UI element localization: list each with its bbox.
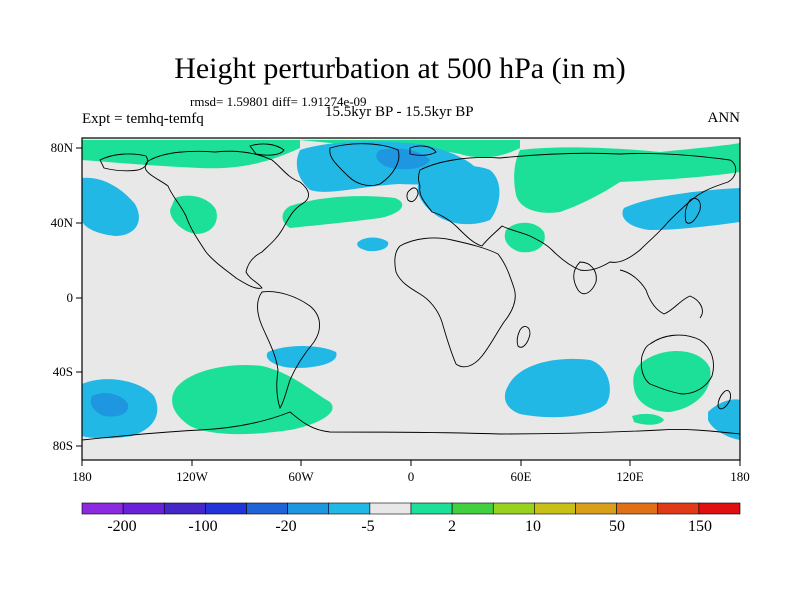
coast-british-isles bbox=[406, 187, 419, 203]
lat-tick-label: 40S bbox=[53, 364, 73, 379]
colorbar-swatch bbox=[575, 502, 617, 515]
colorbar-swatch bbox=[492, 502, 535, 515]
coast-india bbox=[573, 261, 597, 295]
colorbar-swatch bbox=[698, 502, 741, 515]
anomaly-green-west-north-america bbox=[170, 195, 217, 234]
colorbar-swatch bbox=[616, 502, 659, 515]
lat-tick-label: 80S bbox=[53, 438, 73, 453]
lon-tick-label: 120E bbox=[616, 469, 644, 484]
anomaly-blue-europe bbox=[417, 165, 500, 225]
coast-south-america bbox=[257, 291, 320, 410]
lat-tick-label: 0 bbox=[67, 290, 74, 305]
colorbar-swatch bbox=[410, 502, 453, 515]
colorbar-label: 10 bbox=[525, 518, 541, 535]
colorbar-swatch bbox=[369, 502, 412, 515]
colorbar-label: -100 bbox=[188, 518, 217, 535]
anomaly-green-arctic bbox=[82, 140, 300, 169]
coast-australia bbox=[640, 334, 714, 395]
colorbar-swatch bbox=[287, 502, 330, 515]
anomaly-blue-south-east-edge bbox=[708, 399, 740, 440]
coast-arctic-islands bbox=[249, 143, 437, 156]
anomaly-midblue-south-west bbox=[90, 393, 129, 417]
colorbar-swatch bbox=[163, 502, 206, 515]
colorbar-swatch bbox=[81, 502, 124, 515]
anomaly-green-siberia bbox=[514, 143, 740, 213]
coast-africa bbox=[394, 237, 516, 368]
lon-tick-label: 60E bbox=[511, 469, 532, 484]
colorbar-swatch bbox=[122, 502, 165, 515]
anomaly-fields bbox=[82, 140, 740, 440]
colorbar-swatch bbox=[205, 502, 247, 515]
colorbar-swatch bbox=[534, 502, 576, 515]
lon-tick-label: 60W bbox=[288, 469, 314, 484]
latitude-labels: 80N 40N 0 40S 80S bbox=[51, 140, 74, 453]
lon-tick-label: 180 bbox=[72, 469, 92, 484]
lon-tick-label: 120W bbox=[176, 469, 209, 484]
lat-tick-label: 40N bbox=[51, 215, 74, 230]
coast-alaska bbox=[99, 153, 149, 172]
anomaly-green-australia bbox=[633, 350, 711, 412]
colorbar-label: 150 bbox=[688, 518, 712, 535]
lat-tick-label: 80N bbox=[51, 140, 74, 155]
coast-japan bbox=[684, 198, 701, 224]
coast-new-zealand bbox=[717, 389, 731, 410]
colorbar-label: -20 bbox=[275, 518, 296, 535]
colorbar bbox=[81, 502, 741, 515]
tick-marks bbox=[76, 147, 741, 466]
anomaly-green-south-australia bbox=[632, 413, 664, 425]
anomaly-blue-west-edge bbox=[82, 177, 139, 236]
coast-southeast-asia bbox=[619, 269, 703, 319]
lon-tick-label: 180 bbox=[730, 469, 750, 484]
anomaly-midblue-greenland bbox=[376, 148, 430, 170]
coast-north-america bbox=[144, 150, 309, 289]
colorbar-swatch bbox=[451, 502, 494, 515]
lon-tick-label: 0 bbox=[408, 469, 415, 484]
colorbar-label: -5 bbox=[361, 518, 374, 535]
anomaly-green-middle-east bbox=[504, 222, 545, 253]
colorbar-label: 50 bbox=[609, 518, 625, 535]
colorbar-label: 2 bbox=[448, 518, 456, 535]
anomaly-blue-south-indian bbox=[504, 358, 610, 418]
coastlines bbox=[82, 143, 740, 441]
colorbar-swatch bbox=[657, 502, 700, 515]
experiment-label: Expt = temhq-temfq bbox=[82, 111, 204, 127]
anomaly-blue-atlantic-small bbox=[357, 237, 389, 252]
anomaly-green-south-pacific bbox=[172, 364, 333, 435]
coast-eurasia bbox=[418, 152, 737, 271]
stats-line: rmsd= 1.59801 diff= 1.91274e-09 bbox=[190, 94, 367, 109]
coast-madagascar bbox=[516, 326, 531, 348]
season-label: ANN bbox=[707, 110, 741, 126]
period-label: 15.5kyr BP - 15.5kyr BP bbox=[325, 104, 474, 120]
plot-title: Height perturbation at 500 hPa (in m) bbox=[174, 52, 626, 85]
colorbar-swatch bbox=[246, 502, 288, 515]
colorbar-labels: -200 -100 -20 -5 2 10 50 150 bbox=[107, 518, 712, 535]
longitude-labels: 180 120W 60W 0 60E 120E 180 bbox=[72, 469, 750, 484]
coast-antarctica bbox=[82, 411, 740, 441]
colorbar-swatch bbox=[328, 502, 371, 515]
anomaly-green-north-america bbox=[282, 196, 403, 228]
colorbar-label: -200 bbox=[107, 518, 136, 535]
anomaly-blue-south-atlantic bbox=[266, 346, 337, 368]
coast-greenland bbox=[329, 143, 400, 187]
